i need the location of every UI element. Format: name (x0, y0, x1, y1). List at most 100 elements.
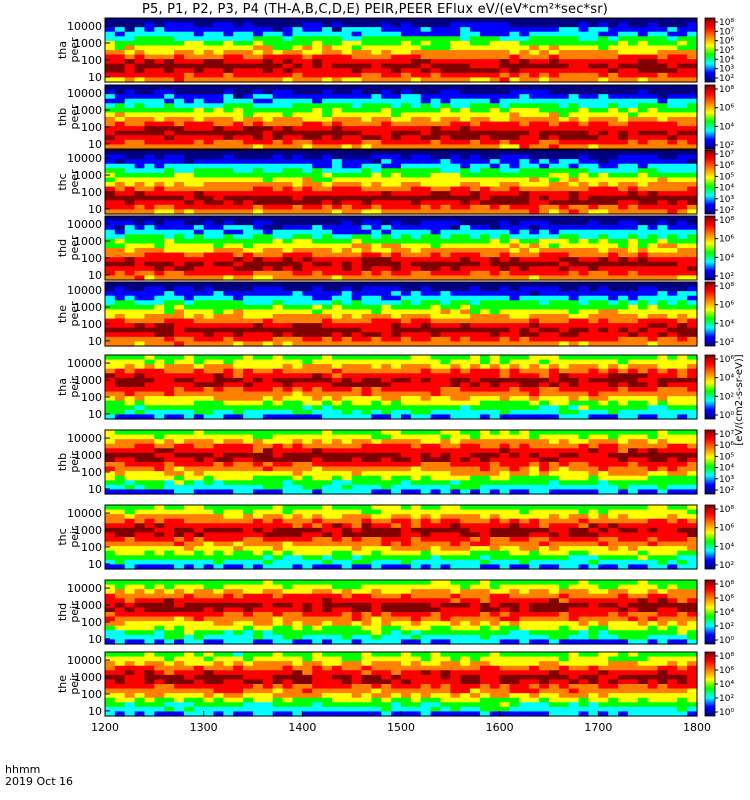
spectrogram-cell (687, 89, 698, 95)
spectrogram-cell (233, 300, 244, 306)
spectrogram-cell (539, 225, 550, 231)
spectrogram-cell (460, 72, 471, 79)
spectrogram-cell (588, 286, 599, 292)
spectrogram-cell (499, 238, 511, 245)
spectrogram-cell (183, 295, 195, 301)
spectrogram-cell (667, 391, 678, 397)
spectrogram-cell (618, 309, 629, 315)
spectrogram-cell (391, 45, 402, 51)
spectrogram-cell (233, 63, 244, 69)
spectrogram-cell (519, 270, 530, 277)
spectrogram-cell (598, 220, 609, 226)
spectrogram-cell (450, 22, 461, 28)
spectrogram-cell (509, 182, 520, 188)
spectrogram-cell (233, 182, 244, 188)
spectrogram-cell (627, 126, 639, 132)
spectrogram-cell (578, 191, 590, 197)
spectrogram-cell (558, 400, 570, 406)
spectrogram-cell (450, 257, 461, 263)
spectrogram-cell (331, 89, 343, 95)
spectrogram-cell (470, 121, 481, 127)
spectrogram-cell (203, 225, 215, 231)
spectrogram-cell (558, 121, 570, 127)
spectrogram-cell (144, 377, 155, 384)
spectrogram-cell (282, 355, 294, 361)
spectrogram-cell (489, 314, 501, 320)
spectrogram-cell (450, 234, 461, 240)
spectrogram-cell (322, 77, 333, 83)
spectrogram-cell (262, 275, 274, 281)
spectrogram-cell (637, 22, 649, 28)
spectrogram-cell (529, 150, 540, 156)
spectrogram-cell (262, 270, 274, 277)
spectrogram-cell (657, 332, 668, 338)
spectrogram-cell (183, 252, 195, 258)
spectrogram-cell (282, 204, 294, 211)
spectrogram-cell (282, 150, 294, 156)
spectrogram-cell (578, 77, 590, 83)
spectrogram-cell (539, 186, 550, 192)
spectrogram-cell (302, 163, 313, 169)
spectrogram-cell (440, 304, 451, 311)
spectrogram-cell (470, 50, 481, 56)
spectrogram-cell (174, 286, 185, 292)
spectrogram-cell (627, 177, 639, 183)
spectrogram-cell (647, 396, 659, 402)
spectrogram-cell (608, 27, 619, 33)
spectrogram-cell (341, 373, 353, 379)
spectrogram-cell (124, 220, 136, 226)
spectrogram-cell (667, 295, 678, 301)
spectrogram-cell (687, 291, 698, 297)
spectrogram-cell (174, 172, 185, 179)
spectrogram-cell (420, 117, 432, 123)
spectrogram-cell (470, 200, 481, 206)
spectrogram-cell (331, 261, 343, 267)
spectrogram-cell (312, 195, 323, 201)
spectrogram-cell (430, 177, 442, 183)
spectrogram-cell (371, 89, 382, 95)
spectrogram-cell (489, 257, 501, 263)
spectrogram-cell (489, 300, 501, 306)
spectrogram-cell (460, 341, 471, 347)
spectrogram-cell (312, 126, 323, 132)
spectrogram-cell (391, 63, 402, 69)
spectrogram-cell (361, 135, 372, 141)
spectrogram-cell (322, 144, 333, 150)
spectrogram-cell (460, 45, 471, 51)
spectrogram-cell (154, 396, 165, 402)
spectrogram-cell (509, 341, 520, 347)
spectrogram-cell (164, 177, 175, 183)
spectrogram-cell (292, 368, 303, 374)
spectrogram-cell (174, 220, 185, 226)
spectrogram-cell (371, 304, 382, 311)
spectrogram-cell (114, 150, 126, 156)
spectrogram-cell (401, 364, 412, 370)
spectrogram-cell (164, 40, 175, 47)
spectrogram-cell (489, 107, 501, 114)
spectrogram-cell (637, 168, 649, 174)
spectrogram-cell (401, 191, 412, 197)
spectrogram-cell (331, 359, 343, 365)
spectrogram-cell (588, 168, 599, 174)
spectrogram-cell (371, 368, 382, 374)
spectrogram-cell (213, 200, 224, 206)
spectrogram-cell (450, 238, 461, 245)
spectrogram-cell (223, 54, 234, 60)
spectrogram-cell (558, 107, 570, 114)
spectrogram-cell (598, 130, 609, 136)
spectrogram-cell (361, 286, 372, 292)
spectrogram-cell (213, 295, 224, 301)
colorbar-tick-label: 10⁷ (719, 27, 734, 37)
spectrogram-cell (479, 191, 491, 197)
spectrogram-cell (312, 364, 323, 370)
spectrogram-cell (430, 387, 442, 393)
spectrogram-cell (262, 238, 274, 245)
spectrogram-cell (272, 382, 284, 388)
spectrogram-cell (361, 248, 372, 254)
spectrogram-cell (203, 40, 215, 47)
spectrogram-cell (124, 191, 136, 197)
spectrogram-cell (331, 275, 343, 281)
spectrogram-cell (272, 144, 284, 150)
spectrogram-cell (134, 59, 146, 65)
spectrogram-cell (183, 270, 195, 277)
